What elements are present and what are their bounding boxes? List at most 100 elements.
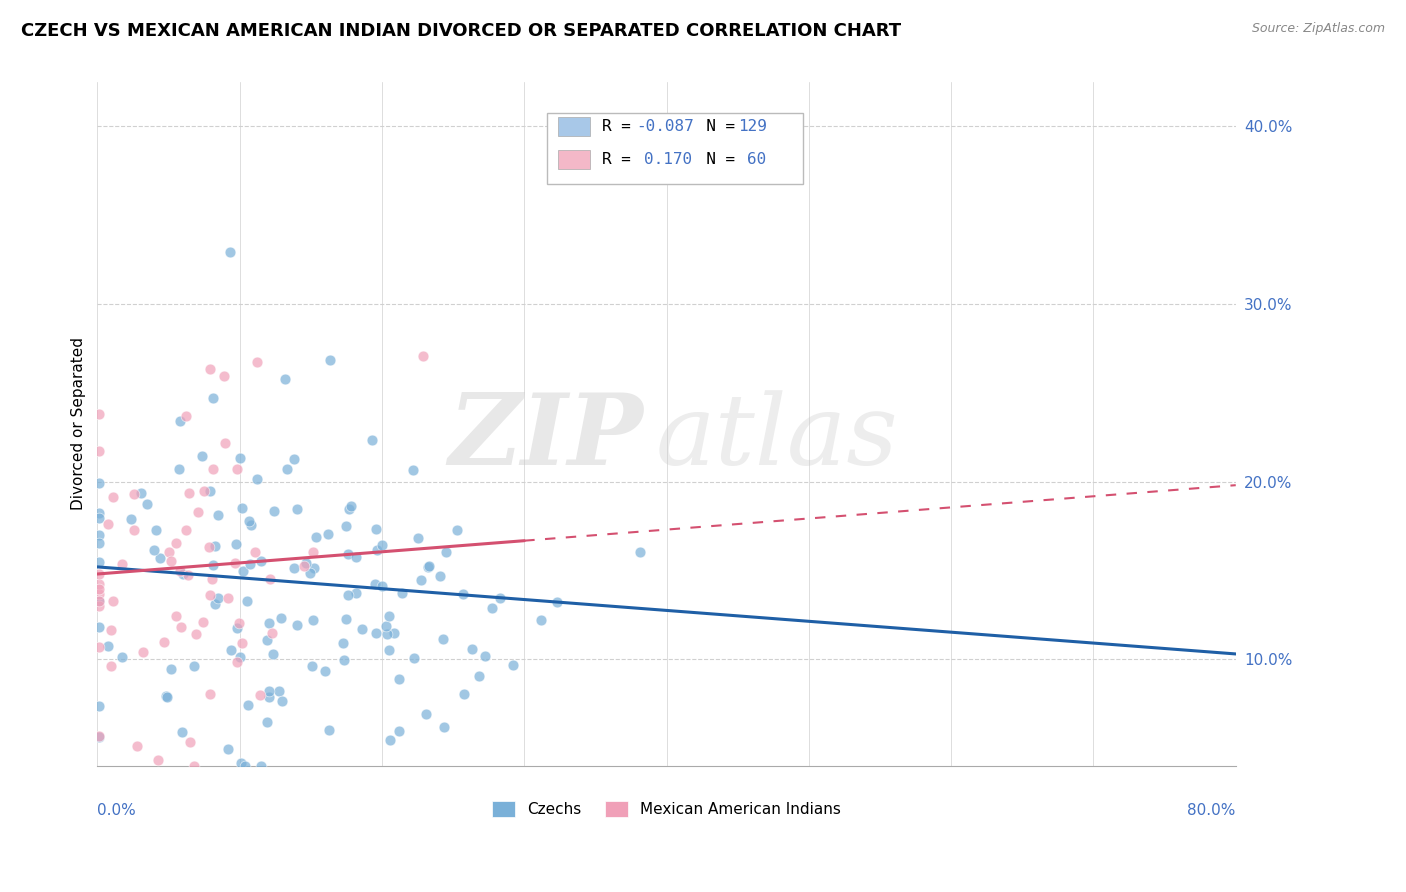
Point — [460, 642, 482, 657]
Point — [87, 594, 110, 608]
Text: CZECH VS MEXICAN AMERICAN INDIAN DIVORCED OR SEPARATED CORRELATION CHART: CZECH VS MEXICAN AMERICAN INDIAN DIVORCE… — [21, 22, 901, 40]
Point — [231, 500, 253, 515]
Point — [628, 545, 651, 559]
Point — [378, 643, 401, 657]
Text: 129: 129 — [738, 119, 768, 134]
Point — [156, 690, 179, 704]
Point — [246, 355, 269, 369]
Point — [364, 577, 387, 591]
Point — [378, 732, 401, 747]
Point — [249, 688, 271, 702]
Point — [87, 594, 110, 608]
Point — [167, 462, 190, 476]
Point — [260, 626, 283, 640]
Point — [239, 518, 262, 533]
Point — [179, 735, 201, 749]
Point — [201, 462, 224, 476]
Point — [201, 391, 224, 405]
Point — [256, 714, 278, 729]
Point — [305, 529, 328, 543]
Point — [190, 449, 212, 463]
Point — [318, 526, 340, 541]
Point — [157, 545, 180, 559]
Point — [429, 569, 451, 583]
Point — [337, 588, 360, 602]
Point — [232, 564, 254, 578]
Point — [87, 535, 110, 549]
Point — [103, 594, 125, 608]
Point — [214, 435, 236, 450]
Point — [225, 621, 247, 635]
Point — [432, 632, 454, 647]
Point — [87, 587, 110, 601]
Point — [402, 650, 425, 665]
Point — [87, 476, 110, 491]
Point — [200, 361, 222, 376]
Point — [335, 611, 357, 625]
Point — [546, 595, 568, 609]
Point — [446, 523, 468, 537]
Point — [177, 567, 200, 582]
Point — [250, 759, 273, 773]
Point — [87, 443, 110, 458]
Point — [198, 540, 221, 554]
Point — [100, 659, 122, 673]
Point — [468, 669, 491, 683]
Point — [97, 639, 120, 653]
Point — [301, 659, 323, 673]
Text: N =: N = — [688, 119, 745, 134]
Text: 60: 60 — [747, 152, 766, 167]
Point — [236, 698, 259, 712]
Point — [225, 462, 247, 476]
Point — [375, 627, 398, 641]
Point — [314, 665, 336, 679]
Point — [153, 635, 176, 649]
Text: R =: R = — [602, 119, 640, 134]
Point — [388, 672, 411, 686]
Point — [474, 648, 496, 663]
Point — [87, 620, 110, 634]
Point — [100, 623, 122, 637]
Point — [530, 613, 553, 627]
Point — [87, 511, 110, 525]
Point — [226, 656, 249, 670]
Point — [292, 558, 315, 573]
Point — [231, 636, 253, 650]
Point — [344, 586, 367, 600]
Point — [219, 643, 242, 657]
Point — [174, 409, 197, 424]
Point — [366, 543, 388, 558]
Point — [129, 485, 152, 500]
Point — [352, 622, 374, 636]
Point — [276, 462, 298, 476]
Point — [270, 693, 292, 707]
Point — [165, 609, 187, 624]
Point — [406, 531, 429, 545]
Point — [204, 597, 226, 611]
Point — [318, 723, 340, 738]
Point — [87, 698, 110, 713]
Point — [235, 759, 257, 773]
Point — [225, 537, 247, 551]
Point — [155, 689, 177, 703]
Text: Source: ZipAtlas.com: Source: ZipAtlas.com — [1251, 22, 1385, 36]
Point — [193, 483, 215, 498]
Point — [87, 582, 110, 597]
Point — [200, 483, 222, 498]
Point — [337, 501, 360, 516]
Point — [481, 600, 503, 615]
Point — [256, 633, 278, 648]
Point — [259, 573, 281, 587]
Point — [229, 756, 252, 771]
Point — [87, 576, 110, 591]
Point — [337, 547, 360, 561]
Point — [412, 349, 434, 363]
Point — [257, 615, 280, 630]
Point — [165, 536, 187, 550]
Point — [364, 522, 387, 536]
Point — [200, 687, 222, 701]
Text: 0.170: 0.170 — [644, 152, 693, 167]
Point — [87, 640, 110, 654]
Point — [229, 450, 252, 465]
Point — [402, 463, 425, 477]
